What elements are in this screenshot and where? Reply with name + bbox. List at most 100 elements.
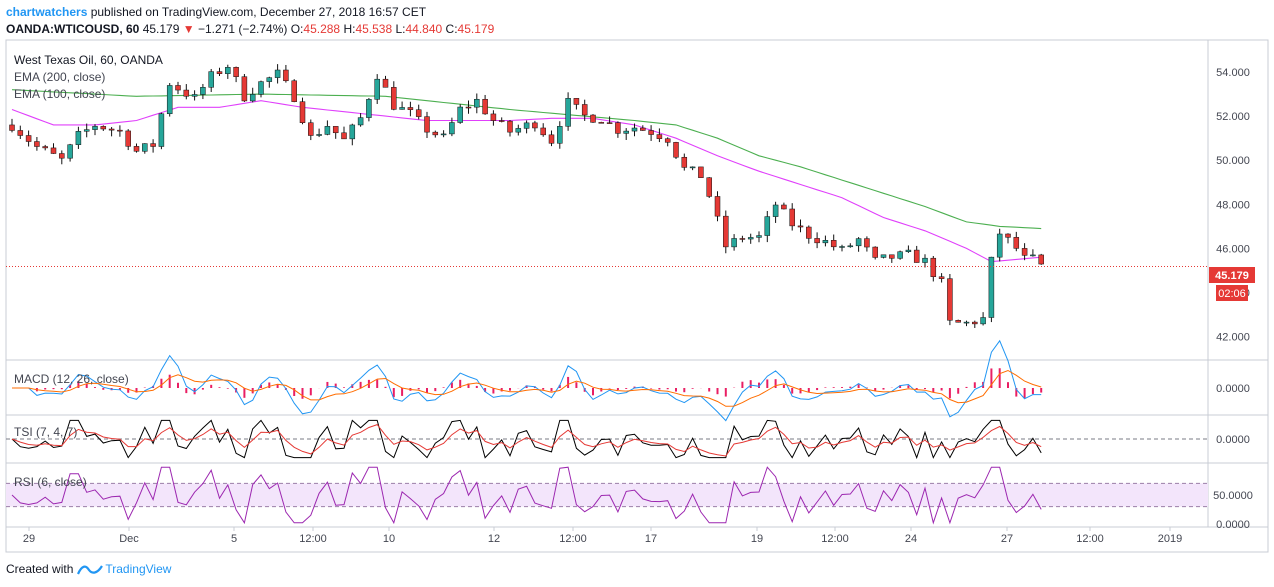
candle [972,321,978,325]
candle [374,78,380,100]
candle [100,126,107,130]
candle [673,142,679,158]
candle [648,130,654,135]
tsi-tick-label: 0.0000 [1216,434,1250,446]
candle [67,144,73,159]
time-tick-label: 12:00 [1076,533,1104,545]
open-label: O: [290,22,304,36]
candle [640,127,646,131]
candle [590,114,596,123]
candle [980,317,986,325]
candle [747,237,754,240]
candle [457,106,463,123]
created-with-text: Created with [6,562,74,576]
candle [59,153,65,159]
candle [681,156,688,168]
candle [664,138,671,143]
candle [432,131,439,136]
time-tick-label: 17 [645,533,657,545]
candle [789,208,795,227]
tsi-line [11,419,1042,460]
candle [83,129,90,132]
symbol-info-bar: OANDA:WTICOUSD, 60 45.179 ▼ −1.271 (−2.7… [6,22,494,36]
chart-frame [5,39,1269,553]
price-tick-label: 42.000 [1216,332,1250,344]
candle [897,251,903,259]
candle [1021,248,1028,256]
candle [258,81,264,95]
candle [366,99,372,118]
candle [498,120,505,122]
candle [233,67,239,77]
legend-rsi[interactable]: RSI (6, close) [14,475,87,489]
candle [449,122,455,135]
candle [689,166,696,169]
rsi-tick-label: 50.0000 [1213,490,1253,502]
candle [341,132,347,140]
candle [391,87,397,110]
candle [996,233,1003,258]
candle [324,126,331,135]
legend-ema100[interactable]: EMA (100, close) [14,87,105,101]
legend-macd[interactable]: MACD (12, 26, close) [14,372,129,386]
legend-tsi[interactable]: TSI (7, 4, 7) [14,425,77,439]
candle [706,177,712,197]
candle [623,130,629,134]
down-arrow-icon: ▼ [182,22,195,36]
macd-signal-line [12,369,1042,407]
candle [872,246,878,258]
candle [183,89,190,97]
candle [889,254,895,259]
candle [9,124,15,131]
candle [34,141,40,147]
candle [963,321,970,324]
candle [415,109,422,117]
candle [947,278,953,321]
price-tick-label: 48.000 [1216,199,1250,211]
candle [880,254,887,258]
candle [166,85,173,115]
tradingview-logo-icon [77,565,104,575]
candle [308,122,314,136]
price-pane [6,64,1208,328]
candle [839,246,845,248]
rsi-line [11,466,1042,525]
bar-countdown: 02:06 [1218,288,1246,300]
candle [955,320,961,323]
legend-title[interactable]: West Texas Oil, 60, OANDA [14,53,163,67]
tsi-signal-line [11,424,1042,457]
time-tick-label: 12:00 [559,533,587,545]
candle [482,98,488,115]
tradingview-brand[interactable]: TradingView [105,562,172,576]
candle [913,249,920,263]
time-tick-label: 12:00 [299,533,327,545]
candle [532,122,538,129]
candle [565,98,571,127]
candle [283,69,289,82]
candle [515,128,522,133]
candle [200,87,206,95]
time-tick-label: 12:00 [821,533,849,545]
last-price: 45.179 [142,22,180,36]
candle [25,135,32,142]
time-tick-label: 12 [488,533,500,545]
price-tick-label: 54.000 [1216,67,1250,79]
footer: Created with TradingView [6,562,171,576]
close-label: C: [445,22,458,36]
author-link[interactable]: chartwatchers [6,5,88,19]
candle [75,131,82,145]
legend-ema200[interactable]: EMA (200, close) [14,70,105,84]
time-tick-label: Dec [119,533,139,545]
candle [349,124,356,140]
candle [930,257,937,277]
price-change: −1.271 (−2.74%) [197,22,288,36]
candle [158,113,165,147]
time-tick-label: 29 [23,533,35,545]
candle [606,122,613,124]
candle [698,166,704,178]
symbol-name[interactable]: OANDA:WTICOUSD, 60 [6,22,140,36]
candle [490,113,497,121]
candle [92,126,98,130]
candle [50,147,57,154]
